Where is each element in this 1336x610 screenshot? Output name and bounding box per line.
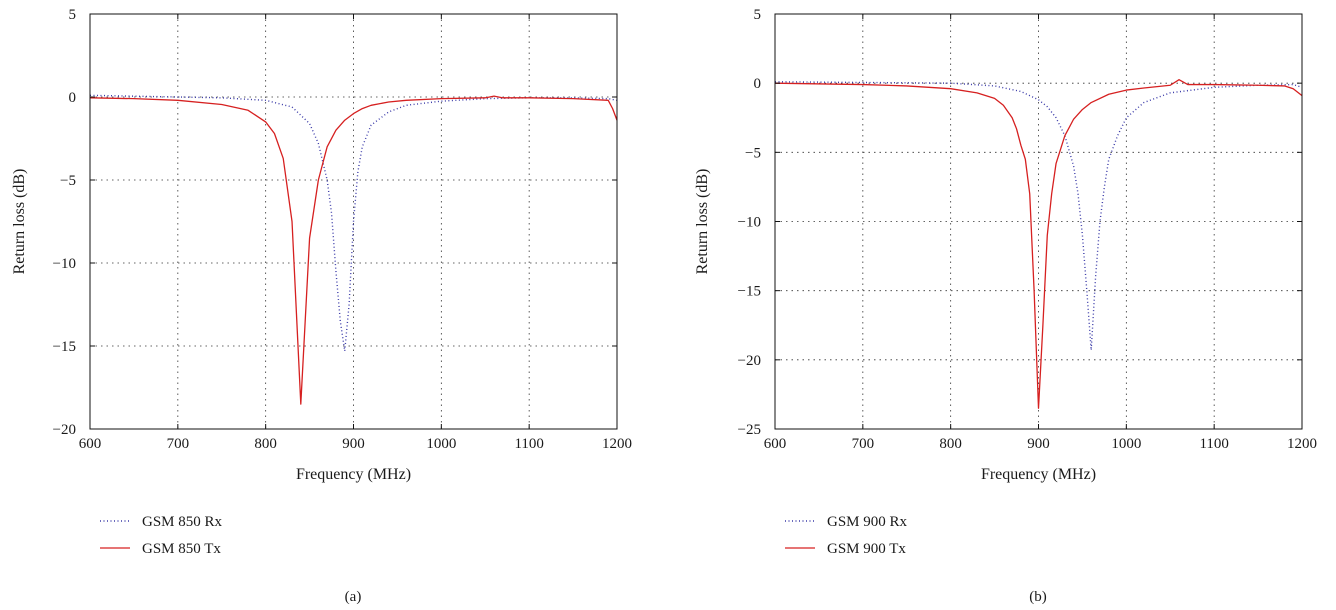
y-tick-label: −10: [53, 256, 76, 272]
x-tick-label: 1000: [1111, 436, 1141, 452]
y-tick-label: −15: [53, 339, 76, 355]
x-tick-label: 800: [254, 436, 277, 452]
y-tick-label: −25: [738, 422, 761, 438]
x-tick-label: 1100: [1199, 436, 1228, 452]
y-tick-label: 0: [69, 90, 77, 106]
x-tick-label: 1100: [514, 436, 543, 452]
chart-panel-b: 600 700 800 900 1000 1100 1200 5 0 −5 −10 −15 −20 −25…: [694, 7, 1317, 605]
x-tick-label: 900: [342, 436, 365, 452]
series-line-gsm-900-tx: [774, 79, 1303, 409]
x-tick-label: 1000: [426, 436, 456, 452]
panel-label: (a): [345, 589, 362, 605]
y-axis-title: Return loss (dB): [694, 169, 711, 275]
y-tick-label: −15: [738, 284, 761, 300]
x-tick-label: 1200: [602, 436, 632, 452]
x-tick-label: 600: [764, 436, 787, 452]
y-axis-title: Return loss (dB): [11, 169, 28, 275]
y-tick-label: −5: [60, 173, 76, 189]
x-axis-title: Frequency (MHz): [981, 466, 1096, 483]
x-tick-label: 700: [167, 436, 190, 452]
y-tick-label: −5: [745, 145, 761, 161]
x-tick-label: 700: [852, 436, 875, 452]
x-axis-title: Frequency (MHz): [296, 466, 411, 483]
series-line-gsm-900-rx: [774, 81, 1303, 351]
x-tick-label: 600: [79, 436, 102, 452]
y-tick-label: 5: [69, 7, 77, 23]
series-line-gsm-850-tx: [89, 95, 618, 405]
legend-label: GSM 900 Tx: [827, 541, 906, 557]
chart-panel-a: 600 700 800 900 1000 1100 1200 5 0 −5 −10 −15 −20 Fre…: [11, 7, 632, 605]
y-tick-label: 5: [754, 7, 762, 23]
y-tick-label: −20: [53, 422, 76, 438]
legend-label: GSM 850 Tx: [142, 541, 221, 557]
x-tick-label: 900: [1027, 436, 1050, 452]
y-tick-label: 0: [754, 76, 762, 92]
y-tick-label: −20: [738, 353, 761, 369]
x-tick-label: 1200: [1287, 436, 1317, 452]
y-tick-label: −10: [738, 215, 761, 231]
panel-label: (b): [1029, 589, 1047, 605]
legend-label: GSM 900 Rx: [827, 514, 908, 530]
legend-label: GSM 850 Rx: [142, 514, 223, 530]
x-tick-label: 800: [939, 436, 962, 452]
